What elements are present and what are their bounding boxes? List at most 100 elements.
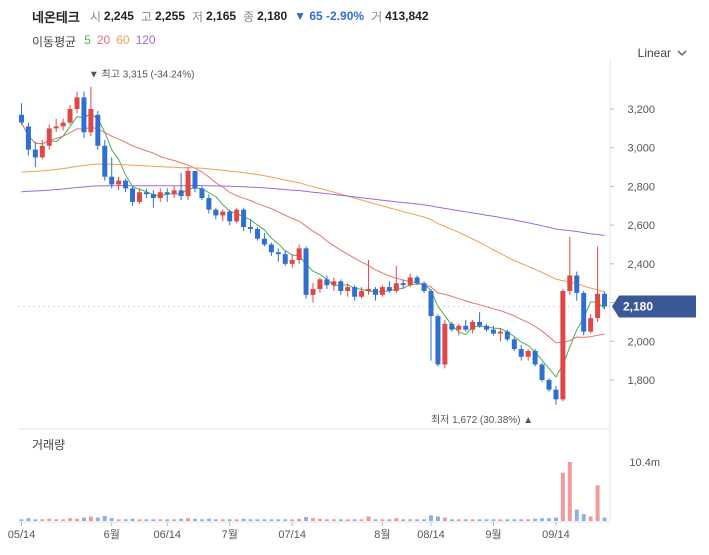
candle-body	[581, 292, 587, 332]
volume-bar	[213, 519, 218, 521]
volume-bar	[199, 519, 204, 521]
close-label: 종	[243, 9, 255, 24]
candle-body	[372, 289, 378, 295]
high-annotation: ▼ 최고 3,315 (-34.24%)	[89, 69, 195, 81]
x-tick-label: 08/14	[417, 529, 445, 541]
candle-body	[366, 289, 372, 291]
candle-body	[588, 318, 594, 332]
candle-body	[234, 209, 240, 222]
candle-body	[95, 114, 101, 146]
candle-body	[352, 287, 358, 297]
candle-body	[574, 275, 580, 293]
candle-body	[379, 287, 385, 295]
ma-20-label[interactable]: 20	[96, 33, 111, 47]
volume-bar	[456, 519, 461, 521]
volume-bar	[338, 519, 343, 521]
candle-body	[164, 192, 170, 195]
ma-120-label[interactable]: 120	[135, 33, 156, 47]
ma-60-label[interactable]: 60	[116, 33, 130, 47]
volume-bar	[484, 519, 489, 521]
candle-body	[511, 339, 517, 350]
candle-body	[32, 149, 38, 158]
candle-body	[241, 209, 247, 228]
y-tick-label: 3,000	[627, 143, 655, 155]
candle-body	[157, 192, 163, 199]
scale-label: Linear	[637, 46, 671, 60]
volume-bar	[137, 519, 142, 521]
volume-axis-label: 10.4m	[629, 457, 660, 469]
candle-body	[116, 180, 122, 185]
x-tick-label: 6월	[104, 528, 120, 541]
volume-bar	[394, 518, 399, 521]
candle-body	[53, 126, 59, 129]
volume-bar	[19, 519, 24, 521]
volume-value: 413,842	[385, 9, 429, 23]
volume-bar	[220, 519, 225, 521]
volume-bar	[297, 518, 302, 521]
volume-bar	[345, 519, 350, 521]
low-annotation: 최저 1,672 (30.38%) ▲	[431, 414, 533, 426]
volume-bar	[387, 519, 392, 521]
candle-body	[331, 281, 337, 286]
candle-body	[595, 293, 601, 319]
volume-bar	[47, 518, 52, 521]
stock-name: 네온테크	[32, 9, 80, 25]
candle-body	[477, 321, 483, 326]
volume-bar	[186, 518, 191, 521]
volume-bar	[158, 519, 163, 521]
volume-bar	[553, 517, 558, 521]
candle-body	[470, 321, 476, 330]
candle-body	[74, 97, 80, 109]
candle-body	[463, 325, 469, 330]
volume-bar	[255, 519, 260, 521]
chevron-down-icon	[677, 50, 687, 56]
volume-bar	[373, 519, 378, 521]
ma-5-label[interactable]: 5	[84, 33, 91, 47]
scale-selector-button[interactable]: Linear	[638, 46, 687, 60]
volume-bar	[526, 519, 531, 521]
candle-body	[449, 323, 455, 330]
volume-bar	[81, 517, 86, 521]
close-value: 2,180	[257, 9, 288, 23]
volume-bar	[304, 517, 309, 521]
volume-bar	[88, 516, 93, 521]
moving-average-legend: 이동평균 5 20 60 120	[32, 33, 156, 50]
candle-body	[484, 325, 490, 330]
candle-body	[88, 109, 94, 133]
volume-bar	[595, 485, 600, 521]
ma-legend-title: 이동평균	[32, 35, 77, 49]
volume-bar	[227, 519, 232, 521]
volume-bar	[435, 516, 440, 521]
volume-bar	[54, 519, 59, 521]
volume-bar	[290, 519, 295, 521]
volume-bar	[408, 519, 413, 521]
volume-bar	[533, 518, 538, 521]
volume-bar	[422, 519, 427, 521]
volume-bar	[116, 519, 121, 521]
candle-body	[560, 290, 566, 400]
x-tick-label: 06/14	[153, 529, 181, 541]
volume-bar	[352, 519, 357, 521]
candle-body	[60, 122, 66, 127]
candle-body	[407, 277, 413, 286]
candle-body	[261, 238, 267, 245]
candle-body	[268, 244, 274, 253]
volume-bar	[102, 515, 107, 521]
volume-bar	[179, 518, 184, 521]
candle-body	[435, 316, 441, 365]
candle-body	[192, 170, 198, 189]
candle-body	[102, 145, 108, 177]
volume-bar	[519, 519, 524, 521]
candle-body	[345, 287, 351, 291]
ma-60-line	[21, 163, 605, 293]
candle-body	[143, 192, 149, 195]
volume-bar	[331, 519, 336, 521]
volume-bar	[206, 518, 211, 521]
x-tick-label: 05/14	[8, 529, 36, 541]
volume-bar	[567, 462, 572, 521]
volume-bar	[165, 519, 170, 521]
candle-body	[338, 281, 344, 291]
candle-body	[185, 170, 191, 197]
candle-body	[539, 364, 545, 380]
